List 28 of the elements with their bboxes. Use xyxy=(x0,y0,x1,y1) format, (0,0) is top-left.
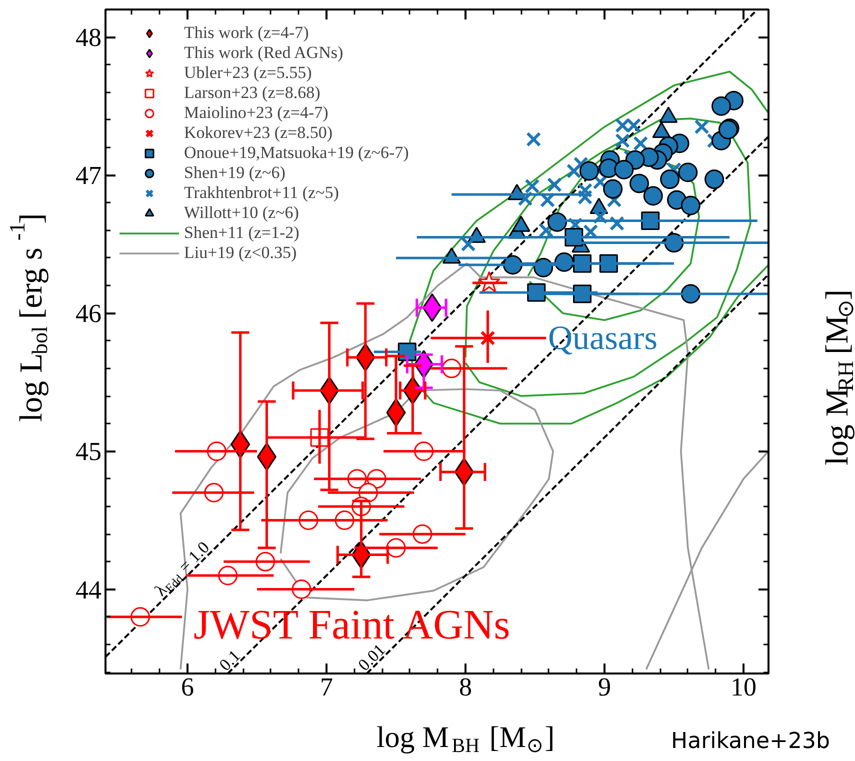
y-tick-label: 47 xyxy=(76,161,102,190)
legend-label: Maiolino+23 (z=4-7) xyxy=(184,103,328,123)
legend-label: Liu+19 (z<0.35) xyxy=(184,243,297,263)
legend-label: Trakhtenbrot+11 (z~5) xyxy=(184,183,339,203)
y2-axis-title: log MRH [M⊙] xyxy=(818,289,855,466)
legend-label: This work (z=4-7) xyxy=(184,23,309,43)
x-tick-label: 9 xyxy=(598,672,611,702)
y-axis-title: log Lbol [erg s-1] xyxy=(4,213,52,422)
legend-label: This work (Red AGNs) xyxy=(184,43,344,63)
x-tick-label: 7 xyxy=(320,672,333,702)
y-tick-label: 46 xyxy=(76,299,102,328)
y-tick-label: 45 xyxy=(76,437,102,466)
y-tick-label: 48 xyxy=(76,23,102,52)
annotation: 0.01 xyxy=(354,640,389,675)
legend-label: Ubler+23 (z=5.55) xyxy=(184,63,312,83)
x-tick-label: 8 xyxy=(458,672,472,702)
annotation: Quasars xyxy=(548,320,658,357)
y-tick-label: 44 xyxy=(76,575,102,604)
legend-label: Larson+23 (z=8.68) xyxy=(184,83,320,103)
annotation: 0.1 xyxy=(215,646,244,675)
x-tick-label: 10 xyxy=(730,672,756,702)
x-tick-label: 6 xyxy=(181,672,194,702)
legend-label: Kokorev+23 (z=8.50) xyxy=(184,123,333,143)
legend-label: Onoue+19,Matsuoka+19 (z~6-7) xyxy=(184,143,409,163)
legend-label: Willott+10 (z~6) xyxy=(184,203,299,223)
text: Harikane+23b xyxy=(671,729,830,754)
legend-label: Shen+11 (z=1-2) xyxy=(184,223,300,243)
legend-label: Shen+19 (z~6) xyxy=(184,163,286,183)
